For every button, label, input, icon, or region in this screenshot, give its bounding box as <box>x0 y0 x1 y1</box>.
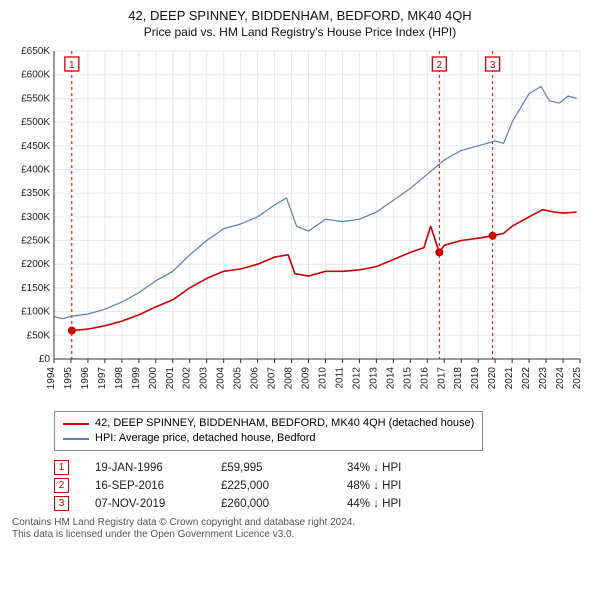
svg-text:2011: 2011 <box>334 367 345 389</box>
svg-text:2008: 2008 <box>284 367 295 390</box>
svg-text:£200K: £200K <box>21 259 50 270</box>
svg-text:2009: 2009 <box>301 367 312 390</box>
svg-text:£100K: £100K <box>21 307 50 318</box>
svg-text:1994: 1994 <box>46 367 57 390</box>
svg-text:£350K: £350K <box>21 188 50 199</box>
svg-text:1: 1 <box>69 60 75 71</box>
svg-text:£150K: £150K <box>21 283 50 294</box>
svg-text:2002: 2002 <box>182 367 193 390</box>
sale-price: £260,000 <box>221 498 321 510</box>
sales-row: 3 07-NOV-2019 £260,000 44% ↓ HPI <box>54 496 594 511</box>
legend-row: 42, DEEP SPINNEY, BIDDENHAM, BEDFORD, MK… <box>63 416 474 431</box>
svg-text:2015: 2015 <box>402 367 413 390</box>
svg-text:£250K: £250K <box>21 236 50 247</box>
svg-text:£600K: £600K <box>21 70 50 81</box>
svg-text:£0: £0 <box>39 354 51 365</box>
legend-label: HPI: Average price, detached house, Bedf… <box>95 431 316 446</box>
svg-text:£550K: £550K <box>21 93 50 104</box>
sale-delta: 34% ↓ HPI <box>347 462 447 474</box>
sales-row: 2 16-SEP-2016 £225,000 48% ↓ HPI <box>54 478 594 493</box>
chart-area: £0 £50K £100K £150K £200K £250K £300K £350K £400… <box>6 45 588 405</box>
svg-text:1998: 1998 <box>114 367 125 390</box>
svg-text:£450K: £450K <box>21 141 50 152</box>
svg-text:2007: 2007 <box>267 367 278 390</box>
sale-marker: 1 <box>54 460 69 475</box>
svg-text:1996: 1996 <box>80 367 91 390</box>
svg-text:2025: 2025 <box>572 367 583 390</box>
sale-marker: 3 <box>54 496 69 511</box>
sale-date: 19-JAN-1996 <box>95 462 195 474</box>
legend-swatch <box>63 423 89 425</box>
svg-text:2000: 2000 <box>148 367 159 390</box>
svg-text:2021: 2021 <box>504 367 515 390</box>
chart-svg: £0 £50K £100K £150K £200K £250K £300K £350K £400… <box>6 45 588 405</box>
svg-text:£650K: £650K <box>21 46 50 57</box>
svg-text:2010: 2010 <box>317 367 328 390</box>
footer-line-2: This data is licensed under the Open Gov… <box>12 529 588 541</box>
svg-text:2022: 2022 <box>521 367 532 390</box>
svg-text:2012: 2012 <box>351 367 362 390</box>
svg-text:2014: 2014 <box>385 367 396 390</box>
svg-text:2001: 2001 <box>165 367 176 390</box>
svg-text:2004: 2004 <box>216 367 227 390</box>
svg-text:2017: 2017 <box>436 367 447 390</box>
sale-price: £59,995 <box>221 462 321 474</box>
svg-text:1999: 1999 <box>131 367 142 390</box>
chart-subtitle: Price paid vs. HM Land Registry's House … <box>6 25 594 39</box>
svg-text:2020: 2020 <box>487 367 498 390</box>
legend-row: HPI: Average price, detached house, Bedf… <box>63 431 474 446</box>
svg-text:£50K: £50K <box>27 330 51 341</box>
svg-text:£400K: £400K <box>21 164 50 175</box>
svg-text:2023: 2023 <box>538 367 549 390</box>
svg-text:2024: 2024 <box>555 367 566 390</box>
sales-table: 1 19-JAN-1996 £59,995 34% ↓ HPI 2 16-SEP-2016… <box>54 460 594 511</box>
svg-text:2019: 2019 <box>470 367 481 390</box>
svg-text:£300K: £300K <box>21 212 50 223</box>
legend: 42, DEEP SPINNEY, BIDDENHAM, BEDFORD, MK… <box>54 411 483 451</box>
sale-price: £225,000 <box>221 480 321 492</box>
sale-marker: 2 <box>54 478 69 493</box>
footer-line-1: Contains HM Land Registry data © Crown c… <box>12 517 588 529</box>
sale-date: 07-NOV-2019 <box>95 498 195 510</box>
svg-text:2013: 2013 <box>368 367 379 390</box>
svg-text:£500K: £500K <box>21 117 50 128</box>
svg-text:2006: 2006 <box>250 367 261 390</box>
sale-date: 16-SEP-2016 <box>95 480 195 492</box>
svg-text:2005: 2005 <box>233 367 244 390</box>
chart-title: 42, DEEP SPINNEY, BIDDENHAM, BEDFORD, MK… <box>6 8 594 23</box>
svg-text:2003: 2003 <box>199 367 210 390</box>
footer-note: Contains HM Land Registry data © Crown c… <box>12 517 588 541</box>
svg-text:1997: 1997 <box>97 367 108 390</box>
sales-row: 1 19-JAN-1996 £59,995 34% ↓ HPI <box>54 460 594 475</box>
svg-text:2018: 2018 <box>453 367 464 390</box>
sale-delta: 44% ↓ HPI <box>347 498 447 510</box>
chart-container: 42, DEEP SPINNEY, BIDDENHAM, BEDFORD, MK… <box>0 0 600 545</box>
svg-text:2: 2 <box>437 60 443 71</box>
legend-label: 42, DEEP SPINNEY, BIDDENHAM, BEDFORD, MK… <box>95 416 474 431</box>
sale-delta: 48% ↓ HPI <box>347 480 447 492</box>
svg-text:2016: 2016 <box>419 367 430 390</box>
svg-text:3: 3 <box>490 60 496 71</box>
legend-swatch <box>63 438 89 440</box>
svg-text:1995: 1995 <box>63 367 74 390</box>
